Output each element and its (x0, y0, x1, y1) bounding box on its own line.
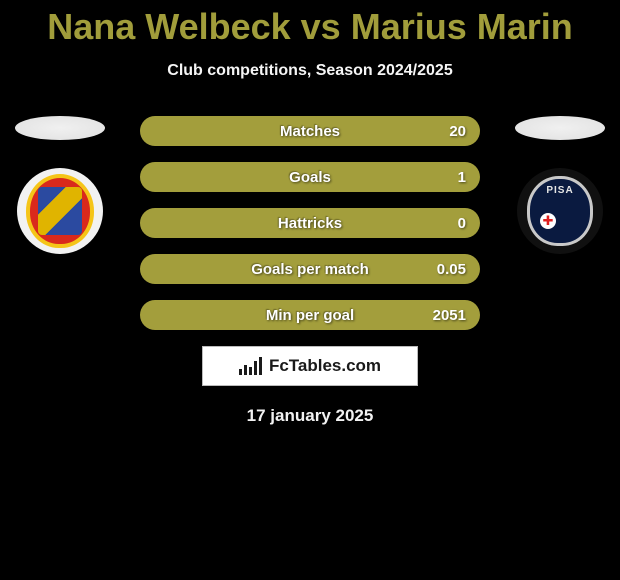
stat-right-value: 1 (458, 169, 466, 186)
subtitle: Club competitions, Season 2024/2025 (0, 62, 620, 80)
stat-label: Goals (289, 169, 331, 186)
stat-right-value: 20 (449, 123, 466, 140)
stat-label: Matches (280, 123, 340, 140)
stat-label: Goals per match (251, 261, 369, 278)
stat-row-goals-per-match: Goals per match 0.05 (140, 254, 480, 284)
stats-area: Matches 20 Goals 1 Hattricks 0 Goals per… (0, 116, 620, 426)
stat-row-goals: Goals 1 (140, 162, 480, 192)
stat-label: Min per goal (266, 307, 354, 324)
club-crest-right-icon (527, 176, 593, 246)
player-right-avatar-placeholder (515, 116, 605, 140)
stat-right-value: 2051 (433, 307, 466, 324)
stat-label: Hattricks (278, 215, 342, 232)
club-badge-right (517, 168, 603, 254)
brand-watermark[interactable]: FcTables.com (202, 346, 418, 386)
stat-right-value: 0.05 (437, 261, 466, 278)
chart-icon (239, 357, 263, 375)
club-badge-left (17, 168, 103, 254)
date-text: 17 january 2025 (0, 406, 620, 426)
stat-right-value: 0 (458, 215, 466, 232)
stat-rows: Matches 20 Goals 1 Hattricks 0 Goals per… (140, 116, 480, 330)
stat-row-matches: Matches 20 (140, 116, 480, 146)
stat-row-hattricks: Hattricks 0 (140, 208, 480, 238)
brand-text: FcTables.com (269, 356, 381, 376)
player-left-avatar-placeholder (15, 116, 105, 140)
stat-row-min-per-goal: Min per goal 2051 (140, 300, 480, 330)
club-crest-left-icon (26, 174, 94, 248)
page-title: Nana Welbeck vs Marius Marin (0, 0, 620, 48)
